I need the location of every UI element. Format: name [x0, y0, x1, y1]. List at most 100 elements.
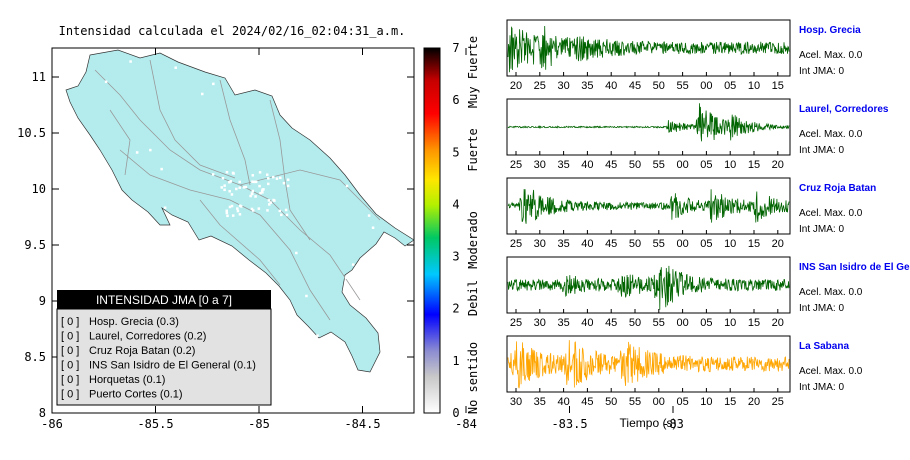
map-y-tick-label: 9.5	[24, 238, 46, 252]
waveform-tick-label: 20	[510, 80, 522, 92]
colorbar-level-label: Muy Fuerte	[466, 36, 480, 108]
station-accel: Acel. Max. 0.0	[799, 129, 863, 140]
station-dot	[278, 209, 282, 213]
waveform-tick-label: 35	[534, 396, 546, 408]
station-dot	[286, 178, 290, 182]
waveform-tick-label: 45	[629, 80, 641, 92]
station-accel: Acel. Max. 0.0	[799, 287, 863, 298]
station-dot	[268, 203, 271, 206]
waveform-tick-label: 30	[557, 80, 569, 92]
waveform-trace	[507, 340, 790, 389]
station-dot	[201, 92, 204, 96]
station-dot	[257, 207, 261, 210]
waveform-tick-label: 40	[605, 80, 617, 92]
legend-title: INTENSIDAD JMA [0 a 7]	[96, 293, 232, 307]
waveform-tick-label: 25	[510, 159, 522, 171]
waveform-tick-label: 50	[629, 159, 641, 171]
costa-rica-land	[65, 49, 415, 373]
station-dot	[223, 184, 226, 187]
station-dot	[266, 209, 269, 212]
waveform-tick-label: 30	[534, 159, 546, 171]
waveform-tick-label: 50	[629, 238, 641, 250]
legend-title-bar	[57, 290, 271, 309]
station-dot	[249, 194, 252, 198]
station-dot	[282, 181, 286, 185]
station-dot	[229, 270, 232, 274]
map-y-axis: 11 10.5 10 9.5 9 8.5 8	[17, 70, 414, 420]
station-dot	[135, 151, 139, 154]
station-dot	[272, 175, 275, 179]
station-dot	[367, 214, 371, 217]
station-dot	[254, 195, 257, 198]
waveform-tick-label: 20	[748, 396, 760, 408]
station-dot	[160, 167, 163, 171]
station-dot	[163, 206, 167, 209]
map-x-tick-label: -86	[41, 417, 63, 431]
road-network	[94, 59, 381, 321]
waveform-trace	[507, 103, 790, 142]
station-dot	[238, 213, 242, 216]
station-dot	[225, 209, 228, 213]
station-dot	[221, 176, 225, 180]
waveform-tick-label: 45	[605, 238, 617, 250]
waveform-tick-label: 40	[557, 396, 569, 408]
legend-body	[56, 308, 272, 406]
waveform-tick-label: 25	[534, 80, 546, 92]
waveform-tick-label: 10	[724, 159, 736, 171]
waveform-tick-label: 25	[510, 317, 522, 329]
station-dot	[238, 180, 241, 184]
station-dot	[230, 204, 234, 208]
station-dot	[295, 251, 298, 255]
station-dot	[267, 199, 271, 202]
colorbar-level-label: Fuerte	[466, 128, 480, 171]
waveform-tick-label: 30	[510, 396, 522, 408]
legend-item-badge: [ 0 ]	[61, 360, 79, 372]
waveform-tick-label: 55	[653, 159, 665, 171]
station-dot	[254, 180, 258, 184]
waveform-tick-label: 05	[700, 317, 712, 329]
waveform-tick-label: 40	[581, 317, 593, 329]
station-dot	[230, 193, 234, 196]
station-dot	[250, 192, 254, 195]
map-y-tick-label: 8.5	[24, 350, 46, 364]
station-dot	[95, 170, 99, 174]
station-dot	[251, 180, 254, 183]
waveform-tick-label: 50	[653, 80, 665, 92]
station-dot	[251, 189, 255, 193]
colorbar-tick-label: 7	[452, 41, 459, 55]
waveform-tick-label: 45	[581, 396, 593, 408]
station-dot	[211, 173, 215, 176]
station-dot	[228, 180, 231, 184]
waveform-tick-label: 00	[676, 159, 688, 171]
station-dot	[90, 176, 94, 180]
station-dot	[149, 148, 152, 152]
station-dot	[229, 180, 233, 183]
station-dot	[225, 170, 229, 174]
station-dot	[220, 186, 223, 189]
waveform-tick-label: 25	[510, 238, 522, 250]
station-dot	[279, 176, 282, 180]
waveform-tick-label: 55	[629, 396, 641, 408]
map-x-tick-label: -84.5	[344, 417, 380, 431]
station-dot	[236, 207, 239, 210]
waveform-tick-label: 40	[581, 159, 593, 171]
legend-item-badge: [ 0 ]	[61, 316, 79, 328]
colorbar-tick-label: 0	[452, 406, 459, 420]
station-accel: Acel. Max. 0.0	[799, 208, 863, 219]
station-dot	[277, 106, 281, 109]
waveform-panel: 25 30 35 40 45 50 55 00 05 10 15 20 Cruz Roja Batan A…	[506, 177, 876, 250]
waveform-tick-label: 35	[557, 159, 569, 171]
colorbar-ticks: 7 6 5 4 3 2 1 0	[452, 41, 459, 420]
colorbar-tick-label: 5	[452, 145, 459, 159]
waveform-tick-label: 10	[724, 238, 736, 250]
waveform-tick-label: 05	[700, 238, 712, 250]
map-y-tick-label: 9	[39, 294, 46, 308]
station-dot	[238, 186, 241, 189]
colorbar-level-label: Moderado	[466, 211, 480, 269]
station-dot	[251, 209, 255, 212]
waveform-tick-label: 20	[772, 317, 784, 329]
waveform-tick-label: 20	[772, 238, 784, 250]
waveform-panel: 25 30 35 40 45 50 55 00 05 10 15 20 Laurel, Corredor…	[506, 98, 889, 171]
legend-item-label: INS San Isidro de El General (0.1)	[89, 360, 256, 372]
